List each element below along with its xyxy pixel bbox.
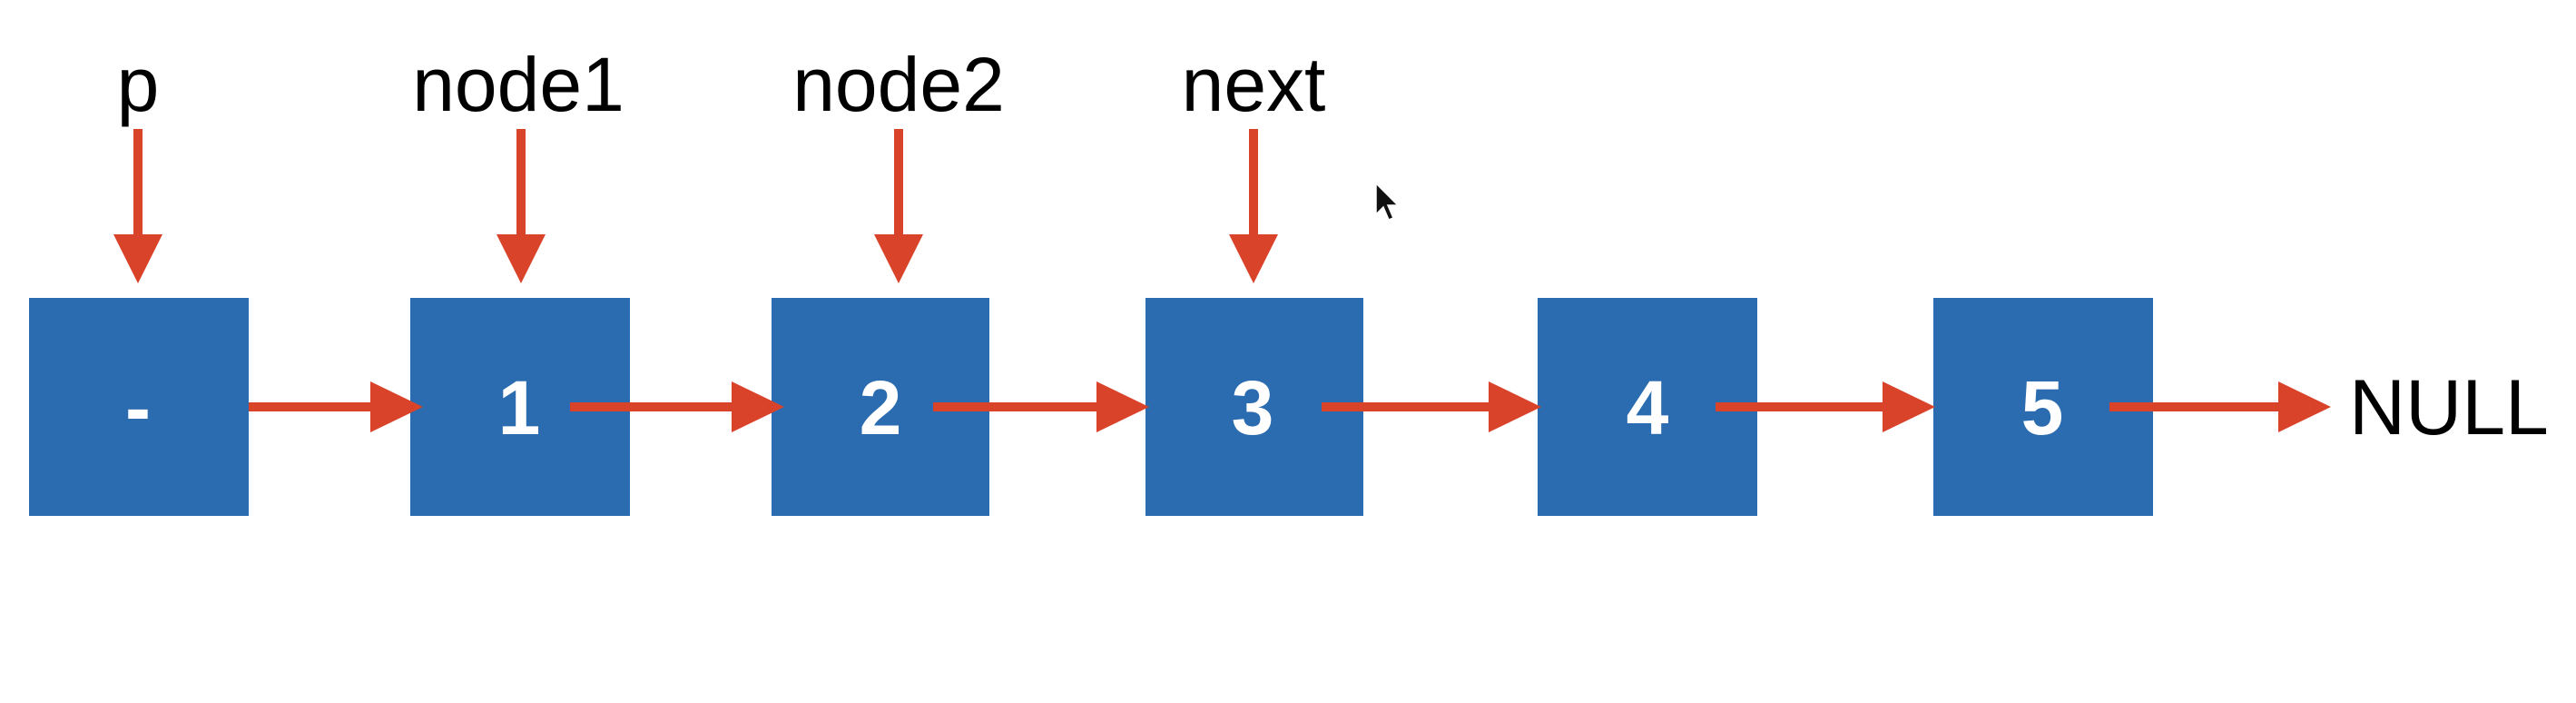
link-arrow (1322, 381, 1541, 432)
link-arrow (2109, 381, 2331, 432)
node-value: - (125, 365, 151, 451)
link-arrow-head (1096, 381, 1149, 432)
link-arrow (1716, 381, 1935, 432)
pointer-p: p (113, 42, 162, 283)
pointer-label-next: next (1182, 42, 1326, 127)
pointer-label-p: p (117, 42, 160, 127)
list-node: - (29, 298, 249, 516)
node-value: 4 (1627, 365, 1669, 451)
null-terminal-label: NULL (2349, 364, 2549, 451)
pointer-next: next (1182, 42, 1326, 283)
link-arrow-head (1489, 381, 1541, 432)
link-arrow-head (1883, 381, 1935, 432)
pointer-arrow-head (874, 234, 923, 283)
node-value: 1 (498, 365, 541, 451)
node-value: 3 (1232, 365, 1274, 451)
link-arrow (933, 381, 1149, 432)
link-arrow (249, 381, 423, 432)
link-arrow-head (2278, 381, 2331, 432)
pointer-node1: node1 (412, 42, 624, 283)
link-arrow (570, 381, 784, 432)
pointer-label-node1: node1 (412, 42, 624, 127)
mouse-cursor-icon (1375, 182, 1400, 221)
link-arrow-head (370, 381, 423, 432)
pointer-arrow-head (1229, 234, 1278, 283)
pointer-node2: node2 (792, 42, 1005, 283)
node-value: 2 (860, 365, 902, 451)
node-box (29, 298, 249, 516)
pointer-arrow-head (497, 234, 546, 283)
node-value: 5 (2021, 365, 2064, 451)
pointer-arrow-head (113, 234, 162, 283)
link-arrow-head (732, 381, 784, 432)
pointer-label-node2: node2 (792, 42, 1005, 127)
